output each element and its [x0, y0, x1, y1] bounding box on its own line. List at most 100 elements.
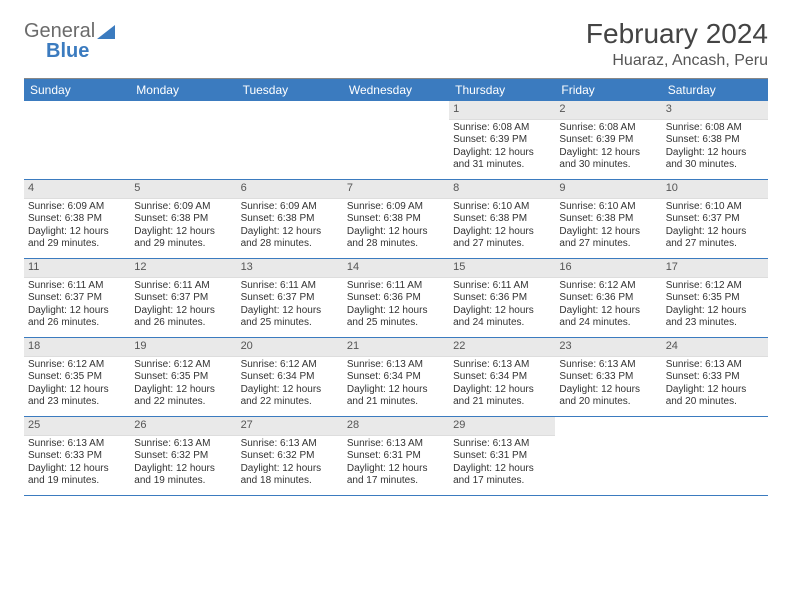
- day-number: 4: [24, 180, 130, 199]
- day-cell: 4Sunrise: 6:09 AMSunset: 6:38 PMDaylight…: [24, 180, 130, 258]
- day-cell: [662, 417, 768, 495]
- day-content: Sunrise: 6:13 AMSunset: 6:31 PMDaylight:…: [449, 436, 555, 492]
- day-cell: [555, 417, 661, 495]
- day-cell: 8Sunrise: 6:10 AMSunset: 6:38 PMDaylight…: [449, 180, 555, 258]
- day-content: Sunrise: 6:08 AMSunset: 6:39 PMDaylight:…: [449, 120, 555, 176]
- day-number: 13: [237, 259, 343, 278]
- day-content: Sunrise: 6:12 AMSunset: 6:35 PMDaylight:…: [662, 278, 768, 334]
- calendar: SundayMondayTuesdayWednesdayThursdayFrid…: [24, 78, 768, 496]
- day-content: [24, 105, 130, 111]
- day-cell: 27Sunrise: 6:13 AMSunset: 6:32 PMDayligh…: [237, 417, 343, 495]
- day-cell: 29Sunrise: 6:13 AMSunset: 6:31 PMDayligh…: [449, 417, 555, 495]
- day-cell: 10Sunrise: 6:10 AMSunset: 6:37 PMDayligh…: [662, 180, 768, 258]
- weekday-header: Tuesday: [237, 79, 343, 101]
- logo-part2: Blue: [46, 40, 89, 63]
- weekday-header: Thursday: [449, 79, 555, 101]
- day-content: Sunrise: 6:12 AMSunset: 6:35 PMDaylight:…: [24, 357, 130, 413]
- day-cell: 21Sunrise: 6:13 AMSunset: 6:34 PMDayligh…: [343, 338, 449, 416]
- calendar-week-row: 18Sunrise: 6:12 AMSunset: 6:35 PMDayligh…: [24, 338, 768, 417]
- day-content: Sunrise: 6:11 AMSunset: 6:36 PMDaylight:…: [449, 278, 555, 334]
- day-content: Sunrise: 6:11 AMSunset: 6:37 PMDaylight:…: [130, 278, 236, 334]
- day-number: 3: [662, 101, 768, 120]
- day-number: 28: [343, 417, 449, 436]
- day-content: [130, 105, 236, 111]
- day-number: 23: [555, 338, 661, 357]
- day-number: 17: [662, 259, 768, 278]
- day-number: 20: [237, 338, 343, 357]
- day-cell: 28Sunrise: 6:13 AMSunset: 6:31 PMDayligh…: [343, 417, 449, 495]
- day-cell: [343, 101, 449, 179]
- day-number: 19: [130, 338, 236, 357]
- day-cell: 20Sunrise: 6:12 AMSunset: 6:34 PMDayligh…: [237, 338, 343, 416]
- day-number: 2: [555, 101, 661, 120]
- logo-triangle-icon: [97, 25, 115, 39]
- day-cell: 16Sunrise: 6:12 AMSunset: 6:36 PMDayligh…: [555, 259, 661, 337]
- day-content: Sunrise: 6:13 AMSunset: 6:33 PMDaylight:…: [555, 357, 661, 413]
- day-number: 1: [449, 101, 555, 120]
- header: February 2024 Huaraz, Ancash, Peru: [24, 18, 768, 70]
- day-content: Sunrise: 6:13 AMSunset: 6:31 PMDaylight:…: [343, 436, 449, 492]
- day-number: 8: [449, 180, 555, 199]
- day-number: 16: [555, 259, 661, 278]
- day-content: Sunrise: 6:12 AMSunset: 6:36 PMDaylight:…: [555, 278, 661, 334]
- day-cell: 26Sunrise: 6:13 AMSunset: 6:32 PMDayligh…: [130, 417, 236, 495]
- day-content: Sunrise: 6:10 AMSunset: 6:37 PMDaylight:…: [662, 199, 768, 255]
- day-number: 29: [449, 417, 555, 436]
- day-cell: 6Sunrise: 6:09 AMSunset: 6:38 PMDaylight…: [237, 180, 343, 258]
- day-content: Sunrise: 6:13 AMSunset: 6:33 PMDaylight:…: [24, 436, 130, 492]
- day-number: 24: [662, 338, 768, 357]
- weekday-header: Friday: [555, 79, 661, 101]
- day-cell: 11Sunrise: 6:11 AMSunset: 6:37 PMDayligh…: [24, 259, 130, 337]
- page-subtitle: Huaraz, Ancash, Peru: [24, 52, 768, 70]
- day-number: 25: [24, 417, 130, 436]
- day-content: [555, 421, 661, 427]
- day-cell: 22Sunrise: 6:13 AMSunset: 6:34 PMDayligh…: [449, 338, 555, 416]
- calendar-week-row: 4Sunrise: 6:09 AMSunset: 6:38 PMDaylight…: [24, 180, 768, 259]
- day-number: 18: [24, 338, 130, 357]
- day-cell: [237, 101, 343, 179]
- day-number: 26: [130, 417, 236, 436]
- day-content: Sunrise: 6:09 AMSunset: 6:38 PMDaylight:…: [130, 199, 236, 255]
- day-content: Sunrise: 6:09 AMSunset: 6:38 PMDaylight:…: [24, 199, 130, 255]
- day-content: Sunrise: 6:09 AMSunset: 6:38 PMDaylight:…: [343, 199, 449, 255]
- day-cell: 18Sunrise: 6:12 AMSunset: 6:35 PMDayligh…: [24, 338, 130, 416]
- day-number: 21: [343, 338, 449, 357]
- day-number: 10: [662, 180, 768, 199]
- day-number: 5: [130, 180, 236, 199]
- day-content: Sunrise: 6:13 AMSunset: 6:34 PMDaylight:…: [343, 357, 449, 413]
- day-cell: 15Sunrise: 6:11 AMSunset: 6:36 PMDayligh…: [449, 259, 555, 337]
- day-cell: 25Sunrise: 6:13 AMSunset: 6:33 PMDayligh…: [24, 417, 130, 495]
- day-content: Sunrise: 6:08 AMSunset: 6:38 PMDaylight:…: [662, 120, 768, 176]
- calendar-week-row: 25Sunrise: 6:13 AMSunset: 6:33 PMDayligh…: [24, 417, 768, 496]
- day-number: 11: [24, 259, 130, 278]
- weekday-header: Monday: [130, 79, 236, 101]
- day-number: 9: [555, 180, 661, 199]
- day-cell: 24Sunrise: 6:13 AMSunset: 6:33 PMDayligh…: [662, 338, 768, 416]
- day-content: Sunrise: 6:08 AMSunset: 6:39 PMDaylight:…: [555, 120, 661, 176]
- day-number: 15: [449, 259, 555, 278]
- day-content: Sunrise: 6:10 AMSunset: 6:38 PMDaylight:…: [449, 199, 555, 255]
- weekday-header: Saturday: [662, 79, 768, 101]
- day-cell: 13Sunrise: 6:11 AMSunset: 6:37 PMDayligh…: [237, 259, 343, 337]
- day-cell: 1Sunrise: 6:08 AMSunset: 6:39 PMDaylight…: [449, 101, 555, 179]
- day-number: 27: [237, 417, 343, 436]
- calendar-week-row: 11Sunrise: 6:11 AMSunset: 6:37 PMDayligh…: [24, 259, 768, 338]
- day-content: Sunrise: 6:11 AMSunset: 6:37 PMDaylight:…: [237, 278, 343, 334]
- day-content: Sunrise: 6:10 AMSunset: 6:38 PMDaylight:…: [555, 199, 661, 255]
- day-number: 22: [449, 338, 555, 357]
- day-content: Sunrise: 6:12 AMSunset: 6:35 PMDaylight:…: [130, 357, 236, 413]
- day-number: 14: [343, 259, 449, 278]
- day-content: Sunrise: 6:09 AMSunset: 6:38 PMDaylight:…: [237, 199, 343, 255]
- day-content: Sunrise: 6:13 AMSunset: 6:32 PMDaylight:…: [130, 436, 236, 492]
- day-cell: 23Sunrise: 6:13 AMSunset: 6:33 PMDayligh…: [555, 338, 661, 416]
- day-cell: 19Sunrise: 6:12 AMSunset: 6:35 PMDayligh…: [130, 338, 236, 416]
- weekday-header: Sunday: [24, 79, 130, 101]
- day-content: Sunrise: 6:13 AMSunset: 6:33 PMDaylight:…: [662, 357, 768, 413]
- day-cell: 14Sunrise: 6:11 AMSunset: 6:36 PMDayligh…: [343, 259, 449, 337]
- day-number: 6: [237, 180, 343, 199]
- day-cell: [24, 101, 130, 179]
- day-content: Sunrise: 6:13 AMSunset: 6:34 PMDaylight:…: [449, 357, 555, 413]
- day-cell: [130, 101, 236, 179]
- day-cell: 3Sunrise: 6:08 AMSunset: 6:38 PMDaylight…: [662, 101, 768, 179]
- day-content: Sunrise: 6:11 AMSunset: 6:36 PMDaylight:…: [343, 278, 449, 334]
